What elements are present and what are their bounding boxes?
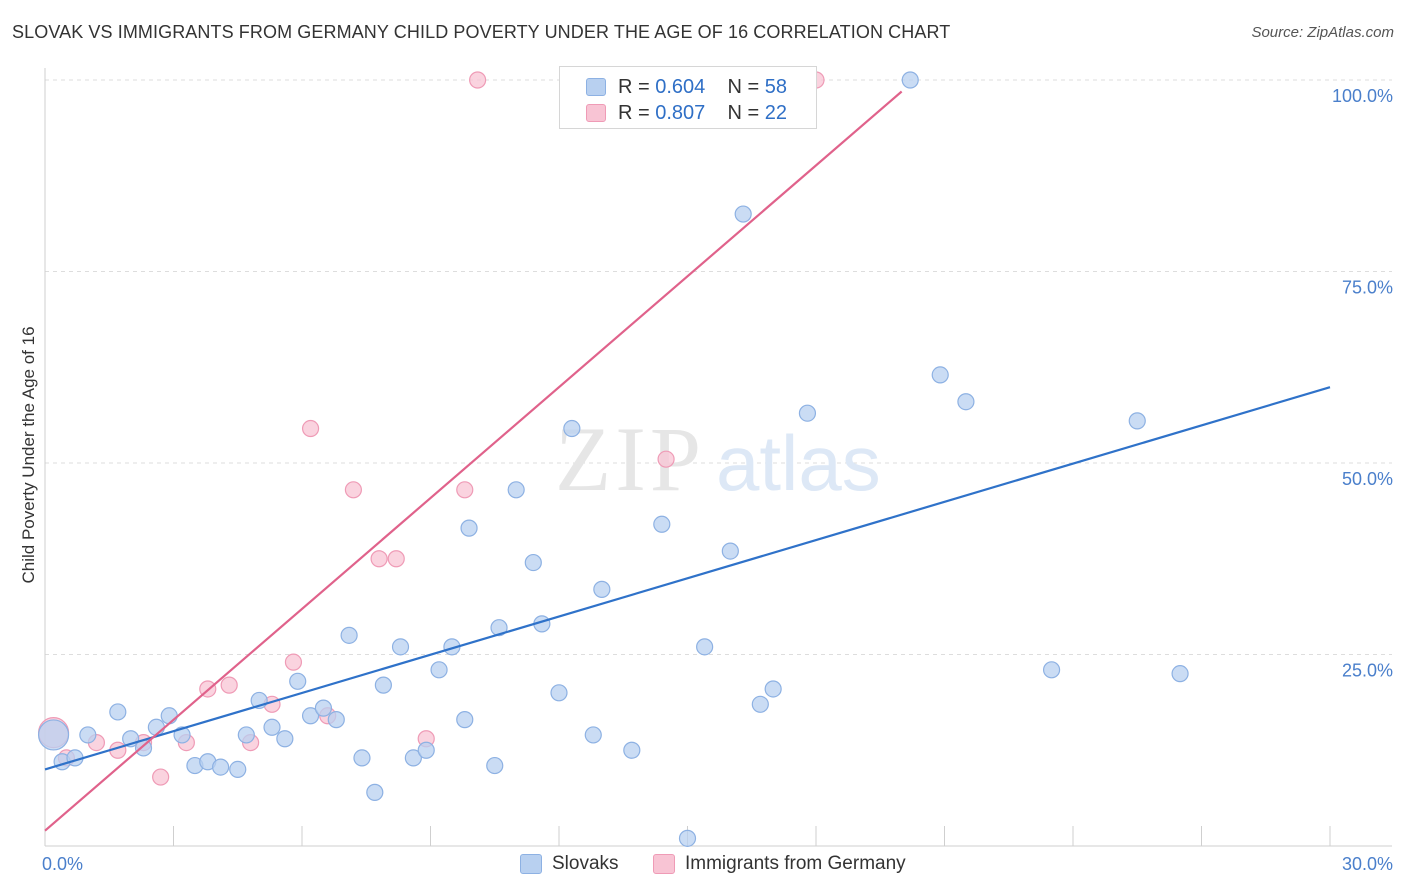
data-point-slovak[interactable]: [301, 707, 320, 725]
legend-swatch-blue: [586, 78, 606, 96]
data-point-slovak[interactable]: [563, 419, 581, 438]
data-point-slovak[interactable]: [593, 580, 611, 598]
data-point-slovak[interactable]: [456, 711, 474, 729]
data-point-slovak[interactable]: [550, 684, 568, 702]
legend-n-value: 58: [764, 76, 788, 98]
data-point-germany[interactable]: [469, 71, 487, 89]
trendline-slovak: [44, 386, 1331, 771]
data-point-germany[interactable]: [370, 550, 388, 568]
legend-n-label: N =: [727, 102, 760, 124]
data-point-germany[interactable]: [301, 419, 320, 438]
data-point-slovak[interactable]: [366, 783, 384, 801]
data-point-slovak[interactable]: [460, 519, 478, 537]
legend-swatch-pink: [586, 104, 606, 122]
y-tick-label: 25.0%: [1342, 661, 1393, 681]
legend-r-label: R =: [618, 76, 650, 98]
data-point-slovak[interactable]: [160, 707, 178, 725]
trend-layer: [44, 90, 1331, 832]
y-tick-label: 100.0%: [1332, 86, 1393, 106]
data-point-germany[interactable]: [387, 550, 405, 568]
data-point-germany[interactable]: [220, 676, 238, 694]
data-point-slovak[interactable]: [314, 699, 333, 717]
data-point-slovak[interactable]: [147, 718, 165, 736]
data-point-slovak[interactable]: [327, 711, 345, 729]
data-point-slovak[interactable]: [751, 695, 769, 713]
data-point-slovak[interactable]: [524, 553, 542, 572]
watermark-atlas: atlas: [716, 419, 881, 507]
data-point-slovak[interactable]: [653, 515, 671, 533]
data-point-slovak[interactable]: [507, 481, 525, 499]
axis-layer: 25.0% 50.0% 75.0% 100.0% 0.0% 30.0%: [42, 68, 1393, 874]
data-point-slovak[interactable]: [696, 638, 714, 656]
y-axis-label: Child Poverty Under the Age of 16: [19, 326, 38, 583]
data-point-slovak[interactable]: [490, 619, 508, 637]
chart-title: SLOVAK VS IMMIGRANTS FROM GERMANY CHILD …: [12, 22, 951, 42]
x-tick-label: 0.0%: [42, 854, 83, 874]
data-point-germany[interactable]: [344, 481, 362, 499]
legend-n-value: 22: [764, 102, 788, 124]
data-point-slovak[interactable]: [340, 626, 358, 644]
x-tick-label: 30.0%: [1342, 854, 1393, 874]
legend-swatch-blue: [520, 854, 542, 874]
data-point-slovak[interactable]: [957, 393, 975, 411]
data-point-slovak[interactable]: [237, 726, 255, 744]
data-point-slovak[interactable]: [901, 71, 919, 89]
data-point-germany[interactable]: [657, 450, 675, 468]
data-point-slovak[interactable]: [79, 726, 97, 744]
stats-legend: R = 0.604 N = 58 R = 0.807 N = 22: [559, 66, 817, 129]
series-legend-label: Slovaks: [552, 853, 619, 874]
legend-swatch-pink: [653, 854, 675, 874]
data-point-germany[interactable]: [456, 481, 474, 499]
data-point-slovak[interactable]: [417, 741, 435, 759]
data-point-slovak[interactable]: [430, 661, 448, 679]
legend-r-value: 0.807: [655, 102, 706, 124]
y-tick-label: 50.0%: [1342, 469, 1393, 489]
series-legend-label: Immigrants from Germany: [685, 853, 906, 874]
data-point-germany[interactable]: [284, 653, 303, 671]
trendline-germany: [44, 90, 903, 832]
data-point-slovak[interactable]: [798, 404, 817, 422]
data-point-slovak[interactable]: [374, 676, 392, 694]
data-point-slovak[interactable]: [486, 756, 504, 775]
data-point-slovak[interactable]: [1042, 661, 1061, 679]
y-tick-label: 75.0%: [1342, 278, 1393, 298]
series-legend: Slovaks Immigrants from Germany: [0, 852, 1406, 878]
data-point-slovak[interactable]: [353, 749, 371, 767]
data-point-slovak[interactable]: [1171, 665, 1189, 683]
data-point-slovak[interactable]: [276, 730, 294, 748]
chart-source: Source: ZipAtlas.com: [1251, 24, 1394, 41]
data-point-slovak[interactable]: [404, 749, 422, 767]
data-point-slovak[interactable]: [289, 672, 307, 690]
data-point-germany[interactable]: [152, 768, 170, 786]
data-point-slovak[interactable]: [678, 829, 697, 847]
watermark: ZIP atlas: [555, 408, 881, 510]
data-point-slovak[interactable]: [931, 366, 949, 384]
data-point-slovak[interactable]: [1128, 412, 1146, 430]
data-point-slovak[interactable]: [734, 205, 752, 223]
data-point-slovak[interactable]: [212, 758, 230, 776]
data-point-slovak[interactable]: [623, 741, 641, 759]
data-point-slovak[interactable]: [109, 703, 127, 721]
data-point-slovak[interactable]: [764, 680, 782, 698]
data-point-slovak[interactable]: [391, 638, 410, 656]
legend-n-label: N =: [727, 76, 760, 98]
data-point-slovak[interactable]: [584, 726, 602, 744]
legend-r-value: 0.604: [655, 76, 706, 98]
data-point-slovak[interactable]: [721, 542, 739, 560]
data-point-slovak[interactable]: [263, 718, 281, 736]
legend-r-label: R =: [618, 102, 650, 124]
data-point-slovak[interactable]: [229, 760, 247, 779]
data-point-slovak[interactable]: [37, 719, 70, 751]
